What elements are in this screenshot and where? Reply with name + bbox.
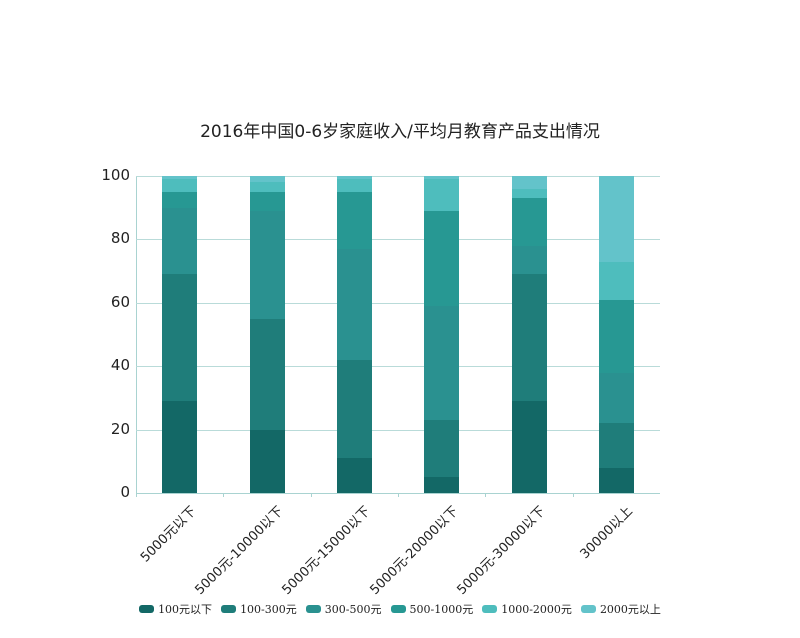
x-tick-label: 5000元-10000以下: [192, 503, 287, 598]
bar-stack[interactable]: [424, 176, 460, 493]
chart-title: 2016年中国0-6岁家庭收入/平均月教育产品支出情况: [200, 122, 600, 142]
bar-segment[interactable]: [424, 176, 460, 180]
legend-swatch-icon: [221, 605, 237, 613]
bar-segment[interactable]: [598, 372, 634, 424]
bar-segment[interactable]: [162, 274, 198, 402]
legend-swatch-icon: [139, 605, 155, 613]
legend-item[interactable]: 300-500元: [305, 601, 382, 617]
bar-segment[interactable]: [424, 210, 460, 306]
gridline: [136, 176, 660, 177]
gridline: [136, 429, 660, 431]
bar-segment[interactable]: [336, 248, 372, 360]
legend-swatch-icon: [305, 605, 321, 613]
legend-label: 100-300元: [240, 603, 297, 616]
gridline: [136, 366, 660, 368]
legend-item[interactable]: 500-1000元: [390, 601, 474, 617]
bar-segment[interactable]: [336, 359, 372, 459]
y-tick-label: 60: [110, 292, 130, 311]
bar-stack[interactable]: [511, 176, 547, 493]
bar-segment[interactable]: [598, 467, 634, 493]
bar-segment[interactable]: [249, 191, 285, 211]
bar-segment[interactable]: [598, 261, 634, 300]
x-tick-mark: [398, 493, 399, 497]
bar-segment[interactable]: [598, 423, 634, 468]
bar-segment[interactable]: [162, 207, 198, 275]
x-tick-label: 5000元-20000以下: [367, 503, 462, 598]
legend-item[interactable]: 2000元以上: [580, 601, 661, 617]
x-tick-label: 5000元以下: [137, 503, 200, 566]
bar-segment[interactable]: [424, 477, 460, 493]
bar-stack[interactable]: [162, 176, 198, 493]
bar-segment[interactable]: [511, 274, 547, 402]
bar-segment[interactable]: [249, 182, 285, 192]
gridline: [136, 239, 660, 241]
bar-segment[interactable]: [162, 401, 198, 493]
bar-segment[interactable]: [249, 318, 285, 430]
plot-area: [136, 176, 660, 497]
bar-segment[interactable]: [162, 191, 198, 208]
y-axis-line: [136, 176, 137, 493]
legend-label: 1000-2000元: [501, 603, 572, 616]
legend-item[interactable]: 100元以下: [139, 601, 212, 617]
bar-segment[interactable]: [336, 176, 372, 180]
bar-segment[interactable]: [162, 179, 198, 192]
bar-segment[interactable]: [511, 198, 547, 246]
y-tick-label: 0: [120, 483, 130, 501]
bar-segment[interactable]: [424, 179, 460, 211]
legend-swatch-icon: [482, 605, 498, 613]
bar-segment[interactable]: [336, 458, 372, 493]
legend-label: 100元以下: [158, 603, 213, 616]
bar-segment[interactable]: [249, 176, 285, 183]
bar-segment[interactable]: [511, 188, 547, 199]
bar-segment[interactable]: [598, 299, 634, 373]
x-tick-mark: [572, 493, 574, 497]
legend-item[interactable]: 1000-2000元: [482, 601, 572, 617]
bar-segment[interactable]: [162, 176, 198, 180]
bar-segment[interactable]: [511, 176, 547, 189]
legend-label: 2000元以上: [599, 603, 661, 616]
y-tick-label: 80: [110, 229, 130, 248]
bar-segment[interactable]: [511, 401, 547, 493]
x-tick-label: 30000以上: [577, 503, 637, 563]
y-tick-label: 100: [101, 166, 130, 184]
x-tick-mark: [223, 493, 225, 497]
bar-segment[interactable]: [511, 245, 547, 275]
legend-label: 300-500元: [324, 603, 382, 616]
bar-stack[interactable]: [249, 176, 285, 493]
y-tick-label: 40: [110, 356, 130, 375]
bar-stack[interactable]: [336, 176, 372, 493]
gridline: [136, 302, 660, 304]
bar-segment[interactable]: [598, 176, 634, 262]
legend-label: 500-1000元: [409, 603, 474, 616]
bar-segment[interactable]: [424, 305, 460, 421]
legend-swatch-icon: [390, 605, 406, 613]
x-tick-mark: [310, 493, 312, 497]
bar-segment[interactable]: [336, 179, 372, 192]
legend-item[interactable]: 100-300元: [221, 601, 297, 617]
legend: 100元以下 100-300元 300-500元 500-1000元 1000-2000…: [0, 601, 800, 617]
bar-segment[interactable]: [424, 420, 460, 478]
bar-segment[interactable]: [249, 210, 285, 319]
x-tick-label: 5000元-15000以下: [279, 503, 374, 598]
bar-stack[interactable]: [598, 176, 634, 493]
x-tick-label: 5000元-30000以下: [454, 503, 549, 598]
bar-segment[interactable]: [249, 429, 285, 493]
bar-segment[interactable]: [336, 191, 372, 249]
legend-swatch-icon: [580, 605, 596, 613]
y-tick-label: 20: [110, 419, 130, 438]
x-tick-mark: [136, 493, 137, 497]
x-tick-mark: [485, 493, 487, 497]
